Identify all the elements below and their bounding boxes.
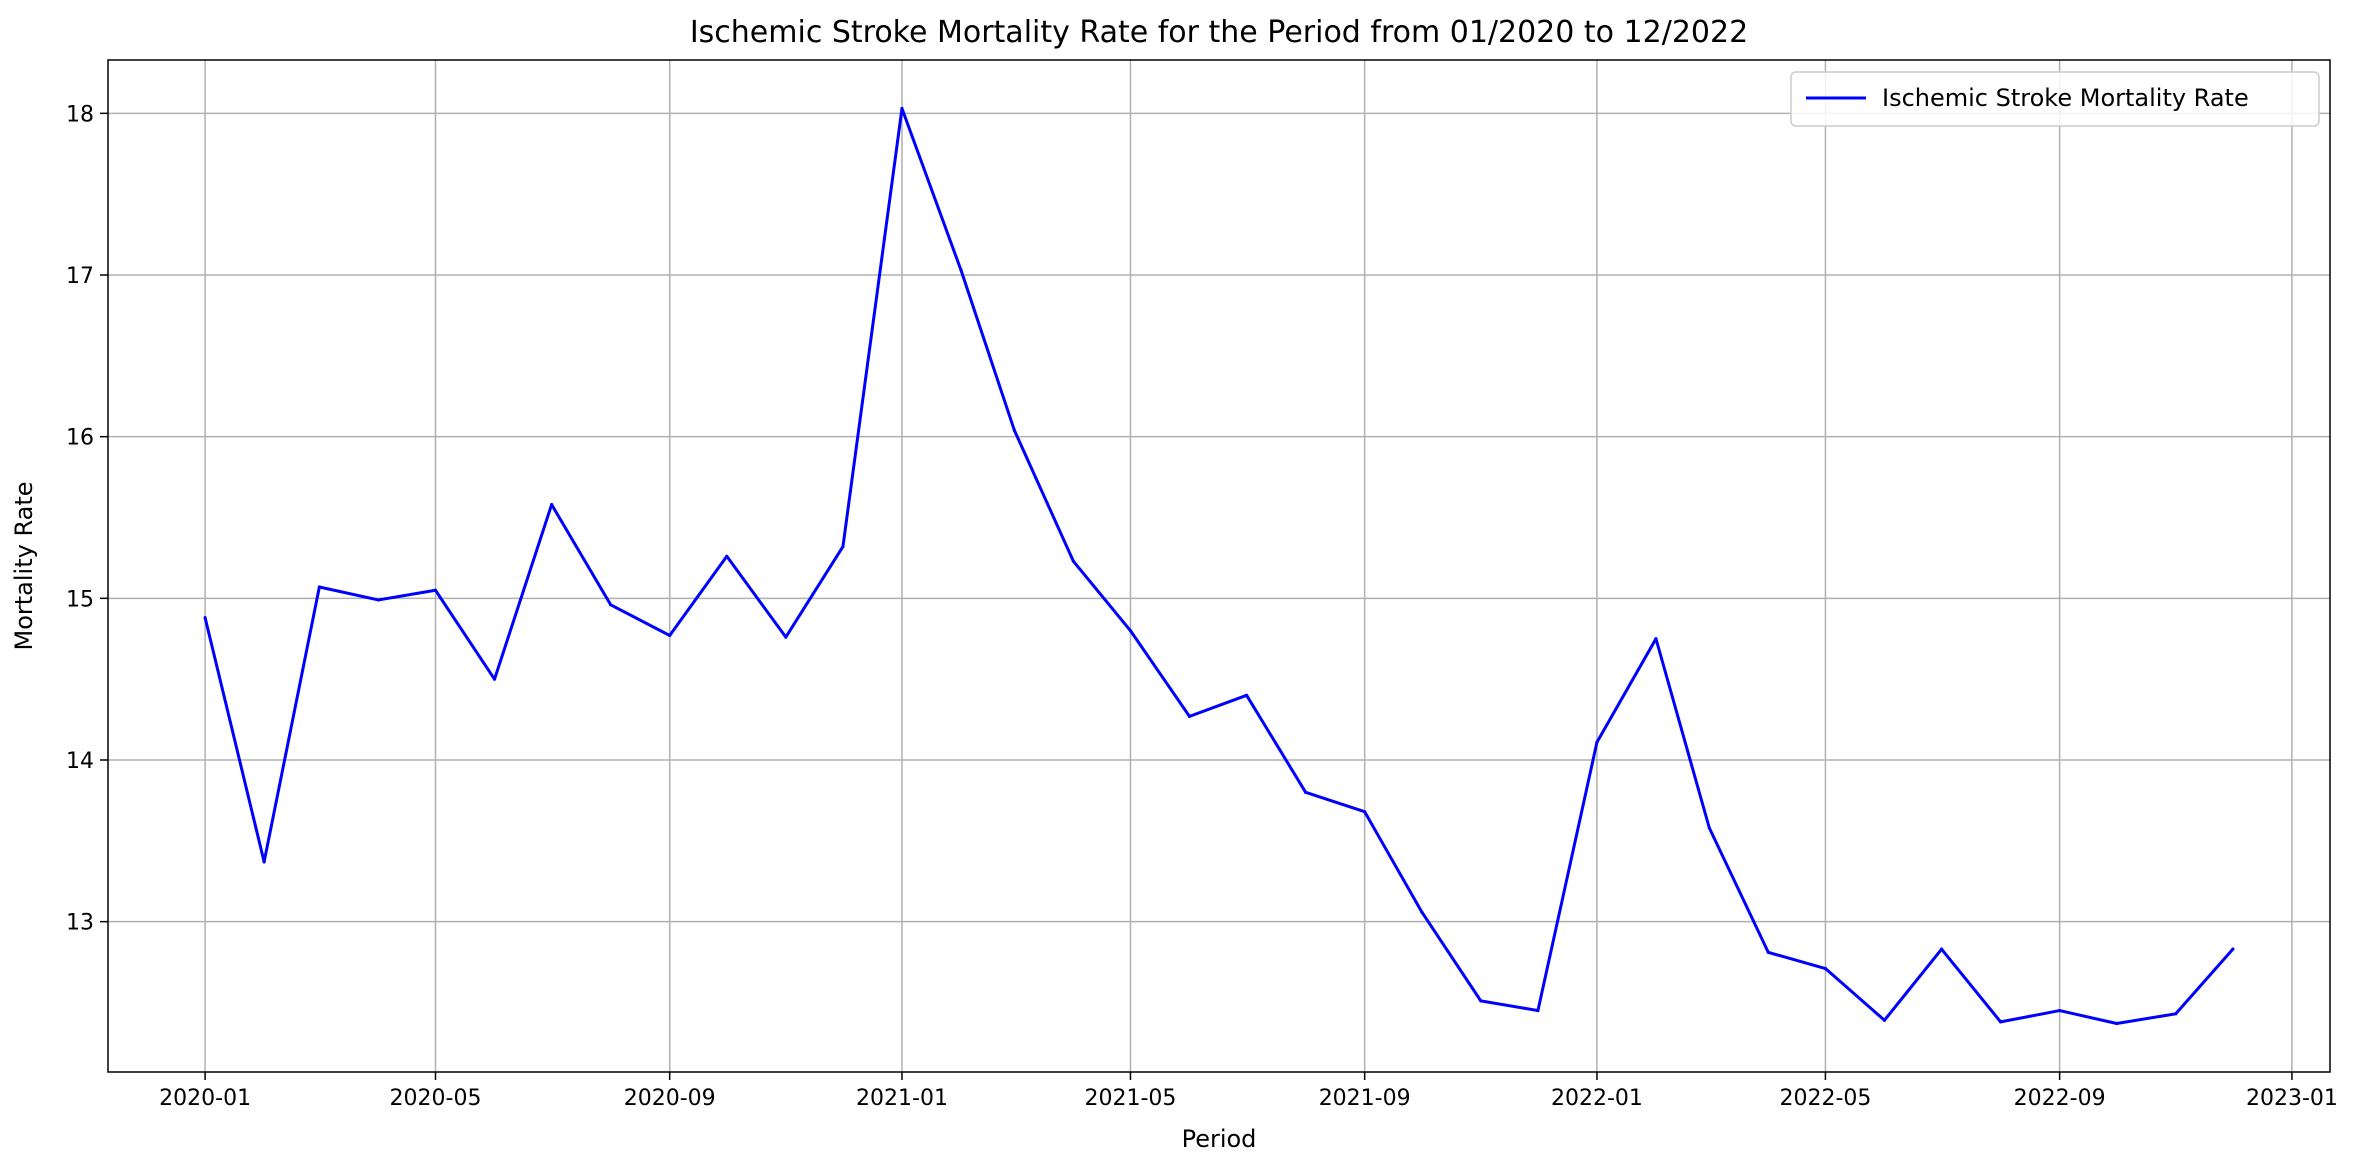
data-point [317, 585, 321, 589]
data-point [1304, 790, 1308, 794]
legend-box [1790, 71, 2320, 127]
data-point [550, 502, 554, 507]
data-point [262, 860, 266, 864]
y-axis-label: Mortality Rate [10, 482, 38, 651]
x-tick-label: 2023-01 [2246, 1086, 2338, 1111]
data-point [1823, 966, 1828, 971]
data-point [2231, 947, 2235, 951]
data-point [668, 633, 672, 638]
data-point [1012, 428, 1016, 432]
y-axis-ticks: 13 14 15 16 17 18 [66, 102, 108, 936]
data-point [841, 545, 845, 549]
data-point [1654, 637, 1658, 641]
data-point [1999, 1020, 2003, 1024]
data-point [492, 677, 497, 681]
x-tick-label: 2020-05 [390, 1086, 482, 1111]
y-tick-label: 14 [66, 749, 94, 774]
plot-frame [107, 59, 2331, 1073]
x-tick-label: 2020-09 [624, 1086, 716, 1111]
data-point [725, 554, 729, 558]
x-tick-label: 2021-01 [856, 1086, 948, 1111]
series-layer [203, 106, 2235, 1026]
y-tick-label: 17 [66, 264, 94, 289]
y-tick-label: 18 [66, 102, 94, 127]
x-tick-label: 2022-05 [1779, 1086, 1871, 1111]
data-point [203, 616, 207, 620]
series-line [203, 107, 2235, 1025]
x-tick-label: 2021-05 [1085, 1086, 1177, 1111]
legend: Ischemic Stroke Mortality Rate [1790, 71, 2320, 127]
data-point [1536, 1008, 1540, 1013]
y-tick-label: 15 [66, 587, 94, 612]
x-tick-label: 2021-09 [1319, 1086, 1411, 1111]
data-point [784, 635, 788, 639]
data-point [959, 268, 963, 272]
y-tick-label: 16 [66, 426, 94, 451]
data-point [1071, 559, 1075, 563]
x-tick-label: 2020-01 [159, 1086, 251, 1111]
chart-title: Ischemic Stroke Mortality Rate for the P… [690, 15, 1748, 50]
data-point [1479, 999, 1483, 1003]
data-point [2115, 1021, 2119, 1026]
data-point [1420, 910, 1424, 914]
data-point [609, 603, 613, 607]
data-point [1245, 693, 1249, 697]
data-point [1766, 950, 1770, 954]
x-tick-label: 2022-09 [2014, 1086, 2106, 1111]
grid [108, 60, 2330, 1072]
data-point [2058, 1008, 2062, 1013]
data-point [1128, 629, 1133, 633]
data-point [433, 588, 438, 592]
data-point [2174, 1012, 2178, 1016]
data-point [1882, 1018, 1887, 1022]
x-axis-label: Period [1182, 1125, 1257, 1153]
data-point [900, 106, 904, 111]
data-point [1595, 740, 1599, 744]
legend-label: Ischemic Stroke Mortality Rate [1882, 84, 2249, 112]
data-point [1707, 826, 1711, 830]
data-point [376, 598, 380, 602]
data-point [1187, 714, 1192, 718]
data-point [1939, 947, 1944, 951]
data-point [1363, 810, 1367, 814]
x-tick-label: 2022-01 [1551, 1086, 1643, 1111]
y-tick-label: 13 [66, 911, 94, 936]
x-axis-ticks: 2020-01 2020-05 2020-09 2021-01 2021-05 2021-… [159, 1072, 2338, 1111]
